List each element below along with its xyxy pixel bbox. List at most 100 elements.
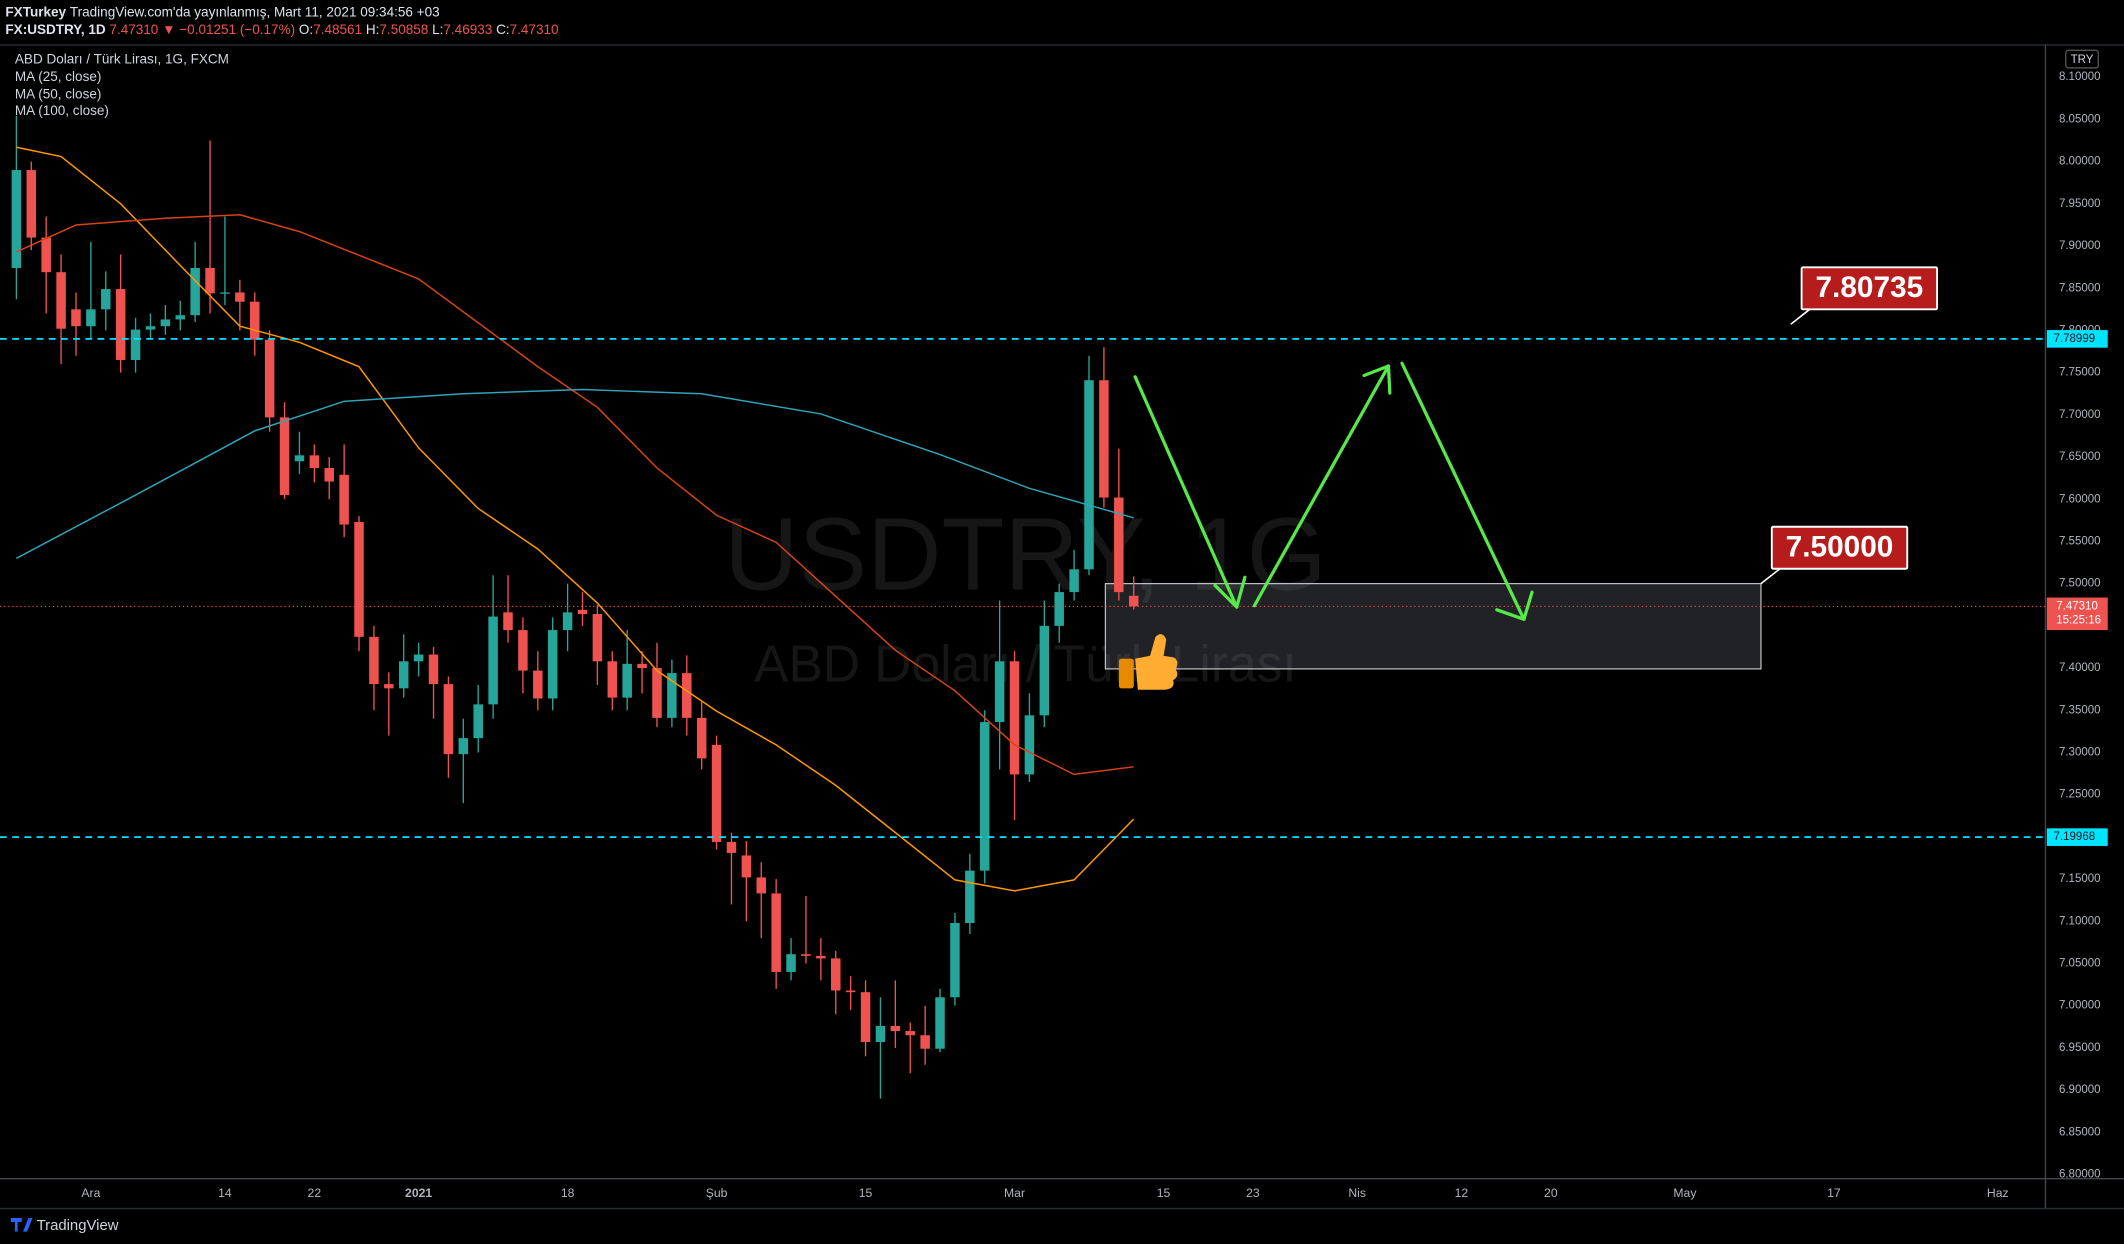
y-tick-label: 8.00000 bbox=[2059, 156, 2101, 168]
candle-body bbox=[786, 954, 796, 972]
currency: TRY bbox=[2071, 54, 2094, 66]
candle-body bbox=[235, 292, 245, 302]
candle-body bbox=[1024, 715, 1035, 775]
candle-body bbox=[845, 990, 856, 993]
candle-body bbox=[145, 326, 156, 330]
callout-pointer bbox=[1760, 568, 1781, 585]
price-label: 7.47310 bbox=[2056, 600, 2098, 612]
candle-body bbox=[518, 630, 528, 671]
watermark: USDTRY, 1G ABD Doları / Türk Lirası bbox=[724, 497, 1327, 693]
currency-box[interactable] bbox=[2065, 49, 2099, 69]
candle-body bbox=[160, 319, 171, 327]
x-tick-label: Nis bbox=[1348, 1186, 1366, 1200]
arrow bbox=[1252, 364, 1391, 608]
candle-body bbox=[309, 455, 320, 469]
candle-body bbox=[354, 522, 364, 637]
change: ▼ −0.01251 (−0.17%) bbox=[162, 22, 295, 37]
candle-body bbox=[831, 958, 841, 991]
candle-body bbox=[994, 661, 1005, 723]
candle-body bbox=[726, 841, 737, 853]
candle-body bbox=[294, 455, 305, 462]
y-tick-label: 7.50000 bbox=[2059, 578, 2101, 590]
price-countdown: 15:25:16 bbox=[2056, 615, 2101, 627]
candle-body bbox=[384, 684, 394, 689]
candle-body bbox=[920, 1035, 930, 1049]
candle-body bbox=[369, 636, 379, 685]
arrow-head bbox=[1495, 590, 1534, 621]
x-tick-label: 2021 bbox=[405, 1186, 432, 1200]
candle-body bbox=[324, 468, 334, 482]
candle-body bbox=[547, 630, 558, 699]
callout-label: 7.50000 bbox=[1786, 530, 1894, 563]
candle-body bbox=[264, 339, 275, 418]
thumb-hand bbox=[1135, 634, 1178, 690]
x-tick-label: Ara bbox=[81, 1186, 100, 1200]
candle-body bbox=[950, 922, 960, 998]
x-tick-label: 17 bbox=[1827, 1186, 1841, 1200]
legend-entry: MA (50, close) bbox=[15, 87, 101, 102]
y-tick-label: 7.55000 bbox=[2059, 535, 2101, 547]
candle-body bbox=[696, 717, 707, 759]
publisher: FXTurkey bbox=[5, 4, 66, 19]
x-tick-label: 15 bbox=[1157, 1186, 1171, 1200]
y-tick-label: 6.95000 bbox=[2059, 1042, 2101, 1054]
ohlc-key: O: bbox=[299, 22, 313, 37]
callout-pointer bbox=[1790, 308, 1811, 325]
header-line: FXTurkey TradingView.com'da yayınlanmış,… bbox=[5, 4, 439, 19]
candle-body bbox=[935, 997, 945, 1049]
candle-body bbox=[175, 315, 186, 320]
drawing-arrows bbox=[1133, 361, 1534, 621]
y-tick-label: 7.75000 bbox=[2059, 367, 2101, 379]
moving-average bbox=[16, 214, 1134, 776]
arrow-head bbox=[1362, 364, 1392, 395]
candle-body bbox=[115, 289, 126, 360]
moving-average bbox=[16, 388, 1134, 559]
hline-axis-label: 7.78999 bbox=[2054, 333, 2096, 345]
price-label-bg bbox=[2046, 597, 2108, 631]
candle-body bbox=[979, 722, 990, 871]
y-tick-label: 7.60000 bbox=[2059, 493, 2101, 505]
arrow bbox=[1133, 375, 1239, 609]
hline-axis-label-bg bbox=[2046, 828, 2108, 846]
candle-body bbox=[86, 309, 96, 327]
ohlc-key: H: bbox=[366, 22, 380, 37]
plot-area bbox=[0, 116, 2046, 1099]
candle-body bbox=[1099, 380, 1109, 498]
candle-body bbox=[756, 877, 767, 894]
y-tick-label: 7.15000 bbox=[2059, 873, 2101, 885]
legend-entry: MA (25, close) bbox=[15, 69, 101, 84]
x-tick-label: 15 bbox=[859, 1186, 873, 1200]
y-tick-label: 6.85000 bbox=[2059, 1126, 2101, 1138]
candle-body bbox=[667, 673, 677, 718]
symbol-line: FX:USDTRY, 1D 7.47310 ▼ −0.01251 (−0.17%… bbox=[5, 22, 558, 37]
candle-body bbox=[26, 170, 37, 238]
candle-body bbox=[607, 661, 618, 698]
candle-body bbox=[473, 704, 483, 739]
thumbs-up-icon bbox=[1118, 634, 1178, 690]
overlay: 7.80735 7.50000 bbox=[0, 266, 2046, 839]
candle-body bbox=[205, 267, 215, 294]
logo-icon bbox=[10, 1218, 33, 1232]
x-tick-label: Mar bbox=[1004, 1186, 1025, 1200]
candle-body bbox=[533, 670, 543, 699]
y-tick-label: 7.65000 bbox=[2059, 451, 2101, 463]
candle-body bbox=[577, 609, 588, 615]
candle-body bbox=[339, 474, 349, 525]
y-tick-label: 6.90000 bbox=[2059, 1084, 2101, 1096]
candle-body bbox=[71, 309, 81, 327]
hline-axis-label: 7.19968 bbox=[2054, 831, 2096, 843]
candle-body bbox=[905, 1031, 915, 1036]
candle-body bbox=[816, 955, 826, 959]
watermark-name: ABD Doları / Türk Lirası bbox=[754, 635, 1296, 693]
axes: 6.80000 6.85000 6.90000 6.95000 7.00000 7.050… bbox=[81, 71, 2108, 1200]
ohlc-key: C: bbox=[496, 22, 510, 37]
y-tick-label: 7.95000 bbox=[2059, 198, 2101, 210]
candle-body bbox=[503, 612, 513, 631]
candle-body bbox=[682, 673, 692, 718]
legend-title: ABD Doları / Türk Lirası, 1G, FXCM bbox=[15, 51, 229, 66]
x-tick-label: 22 bbox=[308, 1186, 322, 1200]
y-tick-label: 8.05000 bbox=[2059, 113, 2101, 125]
x-tick-label: 14 bbox=[218, 1186, 232, 1200]
brand: TradingView bbox=[37, 1218, 119, 1234]
